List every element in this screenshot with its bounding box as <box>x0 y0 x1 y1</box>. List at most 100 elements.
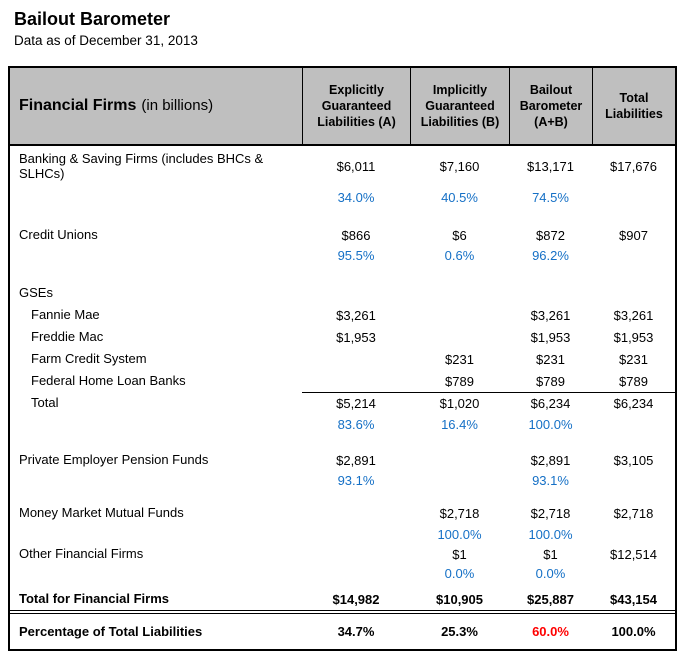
table-row-gses: GSEs <box>10 282 675 304</box>
cell-percent: 40.5% <box>441 189 478 205</box>
cell-value: $7,160 <box>439 158 480 174</box>
cell-value: $231 <box>445 351 474 367</box>
page-title: Bailout Barometer <box>14 9 171 29</box>
table-row-money-market-pct: 100.0% 100.0% <box>10 524 675 544</box>
cell-value: $789 <box>536 373 565 389</box>
table-row-other-firms: Other Financial Firms $1 $1 $12,514 <box>10 544 675 564</box>
column-header-implicit: Implicitly Guaranteed Liabilities (B) <box>410 68 509 144</box>
bailout-barometer-page: Bailout Barometer Data as of December 31… <box>0 8 681 659</box>
row-label: Farm Credit System <box>31 351 147 367</box>
cell-percent <box>592 246 675 264</box>
cell-value: $6,234 <box>592 392 675 414</box>
cell-value: $872 <box>536 227 565 243</box>
cell-value <box>410 449 509 471</box>
row-label: Percentage of Total Liabilities <box>19 623 203 639</box>
row-spacer <box>10 434 675 449</box>
cell-value: $231 <box>619 351 648 367</box>
row-label: Money Market Mutual Funds <box>19 505 184 521</box>
table-header-row: Financial Firms (in billions) Explicitly… <box>10 68 675 146</box>
table-row-other-firms-pct: 0.0% 0.0% <box>10 564 675 582</box>
cell-percent <box>592 471 675 489</box>
row-label: Federal Home Loan Banks <box>31 373 186 389</box>
cell-percent <box>592 186 675 208</box>
cell-value: $1,953 <box>530 329 571 345</box>
cell-value: $17,676 <box>610 158 657 174</box>
cell-value: $3,105 <box>613 452 654 468</box>
page-subtitle: Data as of December 31, 2013 <box>14 33 198 48</box>
cell-percent <box>592 564 675 582</box>
table-row-fannie-mae: Fannie Mae $3,261 $3,261 $3,261 <box>10 304 675 326</box>
cell-value <box>592 282 675 304</box>
cell-value <box>302 348 410 370</box>
table-row-pension-funds-pct: 93.1% 93.1% <box>10 471 675 489</box>
corner-label-bold: Financial Firms <box>19 96 137 114</box>
cell-percent: 83.6% <box>337 416 375 432</box>
column-header-financial-firms: Financial Firms (in billions) <box>10 68 302 144</box>
cell-value: $1 <box>543 546 558 562</box>
column-header-barometer: Bailout Barometer (A+B) <box>509 68 592 144</box>
table-row-banking-pct: 34.0% 40.5% 74.5% <box>10 186 675 208</box>
cell-percent <box>302 564 410 582</box>
cell-value: $2,718 <box>439 505 480 521</box>
cell-value: $6 <box>452 227 467 243</box>
cell-percent: 0.0% <box>444 565 475 581</box>
cell-value: $43,154 <box>610 591 657 607</box>
cell-value: $1,953 <box>613 329 654 345</box>
cell-percent: 93.1% <box>337 472 375 488</box>
cell-percent: 74.5% <box>532 189 569 205</box>
double-rule-divider <box>10 610 675 614</box>
row-label <box>10 186 302 208</box>
cell-value: $13,171 <box>527 158 574 174</box>
cell-value: $1 <box>452 546 467 562</box>
row-spacer <box>10 264 675 282</box>
row-label: GSEs <box>19 285 53 301</box>
cell-value: $3,261 <box>613 307 654 323</box>
cell-value: $1,020 <box>410 392 509 414</box>
table-row-gse-total-pct: 83.6% 16.4% 100.0% <box>10 414 675 434</box>
cell-percent: 25.3% <box>441 624 478 639</box>
cell-percent: 95.5% <box>337 247 375 263</box>
cell-percent: 34.7% <box>337 624 375 639</box>
cell-value: $2,718 <box>613 505 654 521</box>
cell-percent <box>592 414 675 434</box>
row-label: Total for Financial Firms <box>19 591 170 607</box>
cell-percent: 34.0% <box>337 189 375 205</box>
row-label: Private Employer Pension Funds <box>19 452 209 468</box>
cell-value: $6,011 <box>336 158 376 174</box>
cell-value <box>302 370 410 392</box>
cell-value: $5,214 <box>302 392 410 414</box>
row-spacer <box>10 489 675 502</box>
cell-percent: 93.1% <box>532 472 569 488</box>
table-row-money-market: Money Market Mutual Funds $2,718 $2,718 … <box>10 502 675 524</box>
table-row-gse-total: Total $5,214 $1,020 $6,234 $6,234 <box>10 392 675 414</box>
cell-percent-highlight: 60.0% <box>532 624 569 639</box>
cell-value: $1,953 <box>336 329 376 345</box>
cell-percent: 96.2% <box>532 247 569 263</box>
table-row-credit-unions-pct: 95.5% 0.6% 96.2% <box>10 246 675 264</box>
row-label <box>10 246 302 264</box>
table-row-fhlb: Federal Home Loan Banks $789 $789 $789 <box>10 370 675 392</box>
cell-percent <box>592 524 675 544</box>
cell-value: $25,887 <box>527 591 574 607</box>
cell-value: $3,261 <box>530 307 571 323</box>
cell-percent: 100.0% <box>611 624 656 639</box>
row-label: Other Financial Firms <box>19 546 144 562</box>
cell-value <box>410 304 509 326</box>
cell-percent <box>410 471 509 489</box>
cell-value: $12,514 <box>610 546 657 562</box>
cell-percent: 100.0% <box>528 416 573 432</box>
table-row-percentage-total: Percentage of Total Liabilities 34.7% 25… <box>10 614 675 649</box>
row-label: Freddie Mac <box>31 329 104 345</box>
cell-value: $789 <box>619 373 648 389</box>
table-row-grand-total: Total for Financial Firms $14,982 $10,90… <box>10 588 675 610</box>
cell-value <box>410 326 509 348</box>
corner-label-units: (in billions) <box>141 97 214 115</box>
bailout-barometer-table: Financial Firms (in billions) Explicitly… <box>8 66 677 651</box>
cell-value: $10,905 <box>436 591 483 607</box>
row-label: Banking & Saving Firms (includes BHCs & … <box>19 150 264 181</box>
table-row-pension-funds: Private Employer Pension Funds $2,891 $2… <box>10 449 675 471</box>
cell-value: $2,891 <box>530 452 571 468</box>
cell-value <box>302 502 410 524</box>
cell-value: $907 <box>619 227 648 243</box>
cell-percent <box>302 524 410 544</box>
